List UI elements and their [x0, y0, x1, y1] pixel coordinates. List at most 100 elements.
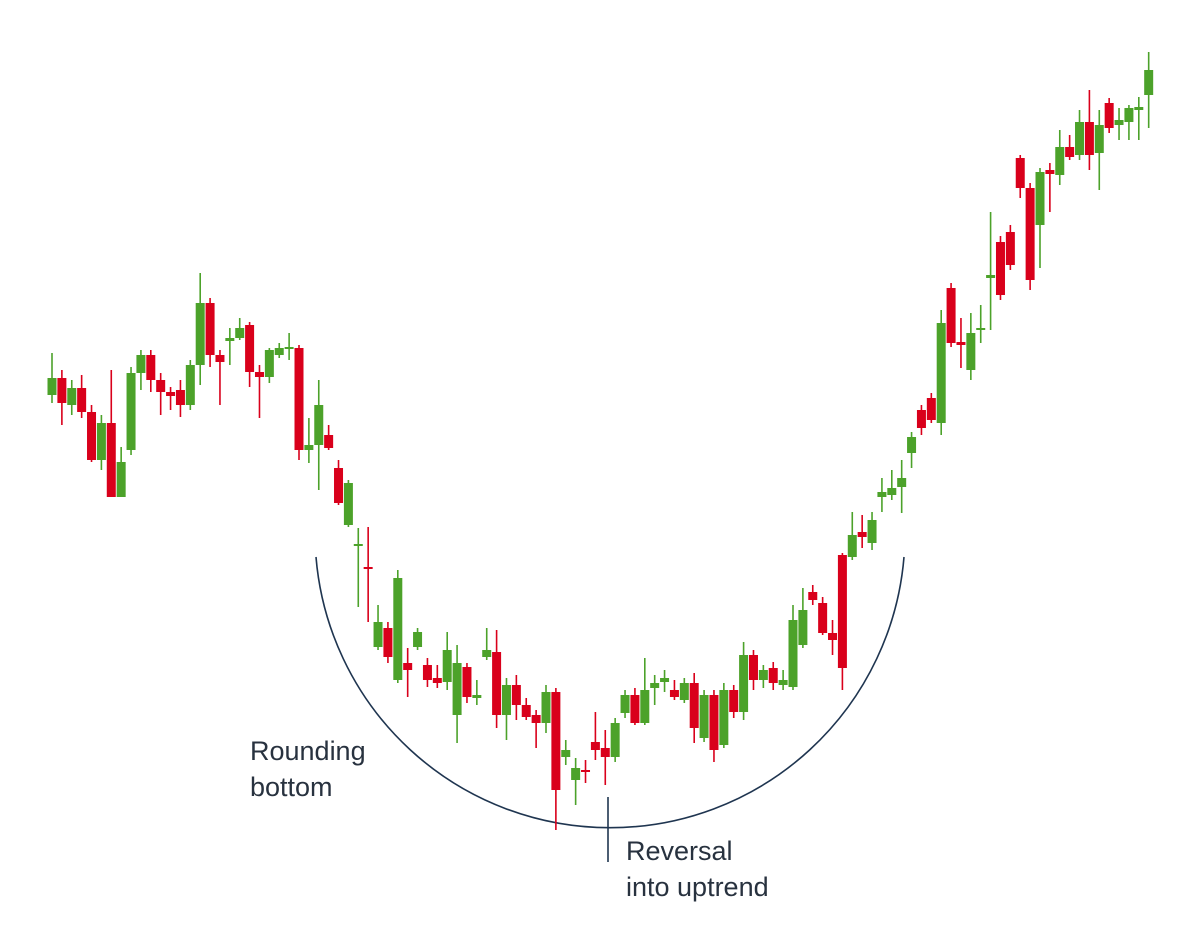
candle-body	[808, 592, 818, 600]
candle-body	[136, 355, 146, 373]
candle-body	[1055, 147, 1065, 175]
candle-body	[324, 435, 334, 448]
candle-body	[67, 388, 77, 405]
candle-body	[551, 692, 561, 790]
candle-body	[739, 655, 749, 712]
candle-body	[521, 705, 531, 717]
candle-body	[432, 678, 442, 683]
candle-body	[343, 483, 353, 525]
candle-body	[383, 628, 393, 657]
candle-body	[729, 690, 739, 712]
candle-body	[620, 695, 630, 713]
candle-body	[1094, 125, 1104, 153]
candle-body	[798, 610, 808, 645]
rounding-arc	[315, 556, 905, 829]
candle-body	[571, 768, 581, 780]
candle-body	[1124, 108, 1134, 122]
candle-body	[600, 748, 610, 757]
candle-body	[630, 695, 640, 723]
candle-body	[1015, 158, 1025, 188]
candle-body	[561, 750, 571, 757]
candle-body	[393, 578, 403, 680]
candle-body	[334, 468, 344, 503]
candle-body	[472, 695, 482, 698]
candle-body	[1084, 122, 1094, 155]
candle-body	[699, 695, 709, 738]
candle-body	[166, 392, 176, 396]
candle-body	[995, 242, 1005, 295]
candle-body	[946, 288, 956, 343]
candle-body	[1045, 170, 1055, 174]
candle-body	[976, 328, 986, 330]
candle-body	[1104, 103, 1114, 128]
candle-body	[57, 378, 67, 403]
candle-body	[442, 650, 452, 682]
candle-body	[511, 685, 521, 705]
candle-body	[254, 372, 264, 377]
candle-body	[116, 462, 126, 497]
candle-body	[689, 683, 699, 728]
candle-body	[926, 398, 936, 420]
candle-body	[77, 388, 87, 412]
candle-body	[501, 685, 511, 715]
candle-body	[304, 445, 314, 450]
candle-body	[837, 555, 847, 668]
candle-body	[660, 678, 670, 682]
candle-body	[47, 378, 57, 395]
candle-body	[867, 520, 877, 543]
candle-body	[314, 405, 324, 445]
candle-body	[87, 412, 97, 460]
candle-body	[462, 667, 472, 697]
candle-body	[215, 355, 225, 362]
candle-body	[1134, 107, 1144, 110]
candle-body	[877, 492, 887, 497]
candle-body	[788, 620, 798, 687]
candle-body	[669, 690, 679, 697]
candle-body	[1005, 232, 1015, 265]
candle-body	[156, 380, 166, 392]
candle-body	[640, 690, 650, 723]
candle-body	[936, 323, 946, 423]
candle-body	[907, 437, 917, 453]
candle-body	[650, 683, 660, 688]
candle-body	[758, 670, 768, 680]
candle-body	[175, 390, 185, 405]
candle-body	[205, 303, 215, 355]
candle-body	[916, 410, 926, 428]
annotation: Reversal into uptrend	[626, 836, 769, 902]
candle-body	[403, 663, 413, 670]
candle-body	[185, 365, 195, 405]
candle-body	[1065, 147, 1075, 157]
candle-body	[966, 333, 976, 370]
candle-body	[482, 650, 492, 657]
candle-body	[245, 325, 255, 372]
candle-body	[748, 655, 758, 680]
candle-body	[709, 695, 719, 750]
candle-body	[264, 350, 274, 377]
candle-body	[531, 715, 541, 723]
candle-body	[422, 665, 432, 680]
candle-body	[778, 680, 788, 685]
candle-body	[581, 770, 591, 772]
candle-body	[235, 328, 245, 338]
candle-body	[679, 683, 689, 700]
candle-body	[857, 532, 867, 537]
candle-body	[413, 632, 423, 647]
candle-body	[719, 690, 729, 745]
candle-body	[1025, 188, 1035, 280]
candle-body	[847, 535, 857, 557]
candle-body	[1035, 172, 1045, 225]
candle-body	[887, 488, 897, 495]
candle-body	[452, 663, 462, 715]
candle-body	[492, 652, 502, 715]
candle-body	[274, 348, 284, 355]
candle-body	[986, 275, 996, 278]
candle-body	[96, 423, 106, 460]
candle-body	[1114, 120, 1124, 125]
candle-body	[956, 342, 966, 345]
candle-body	[106, 423, 116, 497]
candle-body	[1144, 70, 1154, 95]
candle-body	[363, 567, 373, 569]
